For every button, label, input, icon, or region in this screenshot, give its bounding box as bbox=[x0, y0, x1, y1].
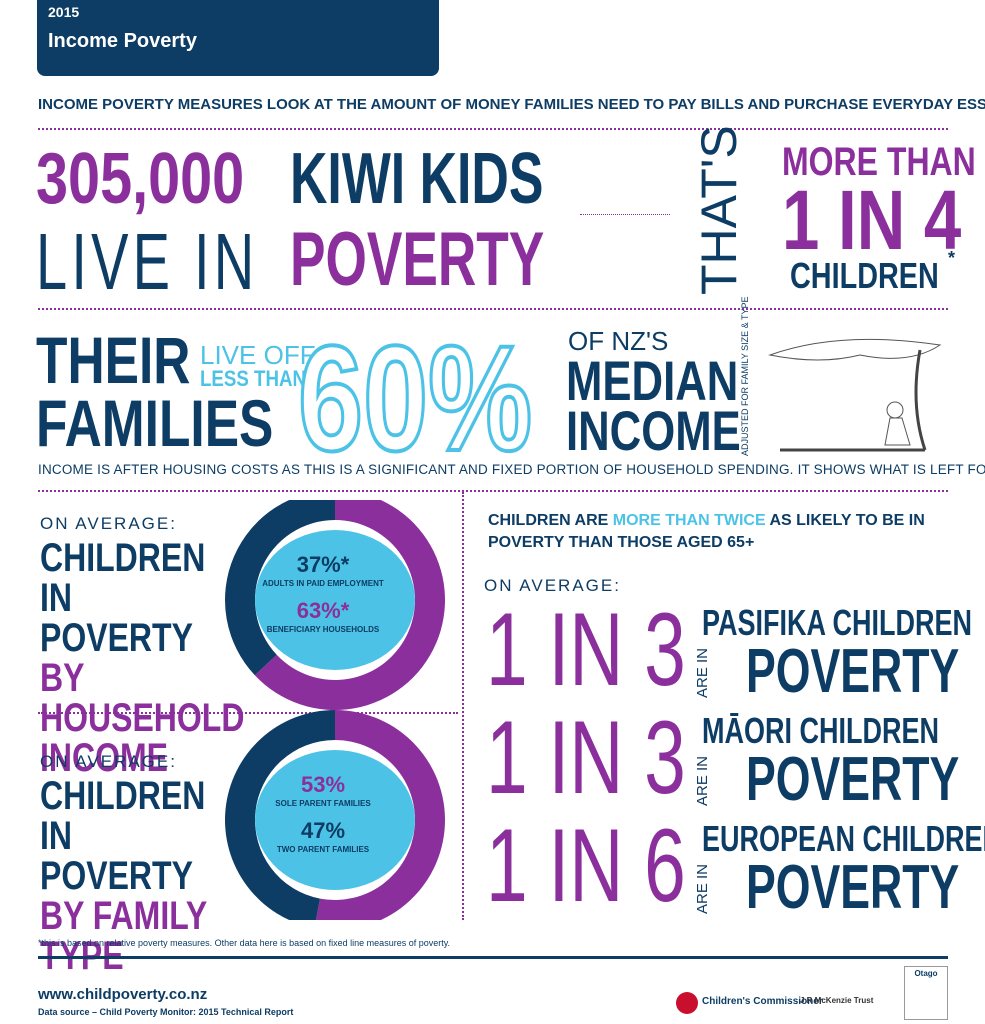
poverty: POVERTY bbox=[746, 853, 960, 922]
kiwi-kids: KIWI KIDS bbox=[290, 139, 544, 219]
are-in: ARE IN bbox=[694, 863, 711, 914]
title: BY bbox=[40, 894, 84, 938]
group: MĀORI CHILDREN bbox=[702, 710, 939, 751]
arrow bbox=[580, 214, 670, 215]
on-average: ON AVERAGE: bbox=[484, 576, 621, 595]
their: THEIR bbox=[36, 323, 191, 397]
poverty: POVERTY bbox=[290, 217, 545, 302]
divider bbox=[38, 490, 948, 492]
segment-percent: 53% bbox=[301, 772, 345, 797]
less-than: LESS THAN bbox=[200, 366, 306, 391]
families: FAMILIES bbox=[36, 386, 274, 460]
header-bar bbox=[37, 0, 439, 76]
more-than: MORE THAN bbox=[782, 140, 976, 184]
donut-segment bbox=[315, 710, 445, 920]
text: CHILDREN ARE bbox=[488, 512, 609, 529]
divider bbox=[462, 492, 464, 920]
logo: Otago bbox=[904, 966, 948, 1020]
group: EUROPEAN CHILDREN bbox=[702, 818, 985, 859]
donuts: 37%* ADULTS IN PAID EMPLOYMENT 63%* BENEFIC… bbox=[225, 500, 445, 920]
live-in: LIVE IN bbox=[36, 217, 259, 306]
income: INCOME bbox=[566, 399, 741, 462]
tree-illustration bbox=[768, 338, 942, 452]
of-nz: OF NZ'S bbox=[568, 326, 669, 356]
poverty: POVERTY bbox=[746, 745, 960, 814]
age-text: CHILDREN ARE MORE THAN TWICE AS LIKELY T… bbox=[488, 510, 958, 554]
household-title: CHILDREN IN POVERTY BY HOUSEHOLD INCOME bbox=[40, 536, 244, 778]
are-in: ARE IN bbox=[694, 755, 711, 806]
logo: Children's Commissioner bbox=[676, 992, 823, 1014]
live-off: LIVE OFF bbox=[200, 340, 316, 370]
donut-segment bbox=[254, 500, 445, 710]
median: MEDIAN bbox=[566, 349, 739, 412]
logo: J R McKenzie Trust bbox=[800, 996, 874, 1005]
thats: THAT'S bbox=[691, 125, 747, 295]
donut-center bbox=[255, 530, 415, 670]
text: MORE THAN TWICE bbox=[612, 512, 766, 529]
one-in-four: 1 IN 4 bbox=[782, 173, 962, 267]
segment-percent: 63%* bbox=[297, 598, 350, 623]
footnote: *this is based on relative poverty measu… bbox=[38, 938, 451, 948]
big-number: 305,000 bbox=[36, 139, 245, 219]
segment-label: SOLE PARENT FAMILIES bbox=[275, 799, 371, 808]
text: AS LIKELY TO BE IN POVERTY THAN THOSE AG… bbox=[488, 512, 925, 551]
are-in: ARE IN bbox=[694, 647, 711, 698]
segment-label: BENEFICIARY HOUSEHOLDS bbox=[267, 625, 380, 634]
ratio: 1 IN 3 bbox=[486, 700, 686, 816]
logo-text: Children's Commissioner bbox=[702, 996, 823, 1007]
on-average: ON AVERAGE: bbox=[40, 752, 177, 771]
donut-segment bbox=[225, 710, 335, 920]
segment-label: ADULTS IN PAID EMPLOYMENT bbox=[262, 579, 384, 588]
poverty: POVERTY bbox=[746, 637, 960, 706]
title: BY bbox=[40, 656, 84, 700]
asterisk: * bbox=[948, 248, 956, 268]
year: 2015 bbox=[48, 4, 80, 20]
adjusted-note: ADJUSTED FOR FAMILY SIZE & TYPE bbox=[740, 296, 750, 456]
children: CHILDREN bbox=[790, 255, 939, 296]
title: Income Poverty bbox=[48, 30, 197, 52]
ratio: 1 IN 3 bbox=[486, 592, 686, 708]
housing-note: Income is after housing costs as this is… bbox=[38, 462, 985, 477]
intro: Income poverty measures look at the amou… bbox=[38, 96, 985, 113]
title: CHILDREN IN POVERTY bbox=[40, 774, 206, 898]
ratio: 1 IN 6 bbox=[486, 808, 686, 924]
donut-center bbox=[255, 750, 415, 890]
source: Data source – Child Poverty Monitor: 201… bbox=[38, 1007, 294, 1017]
footer-rule bbox=[38, 956, 948, 959]
divider bbox=[38, 308, 948, 310]
url: www.childpoverty.co.nz bbox=[38, 986, 208, 1003]
title: CHILDREN IN POVERTY bbox=[40, 536, 206, 660]
divider bbox=[38, 128, 948, 130]
segment-percent: 47% bbox=[301, 818, 345, 843]
segment-label: TWO PARENT FAMILIES bbox=[277, 845, 370, 854]
sixty-percent: 60% bbox=[296, 312, 533, 484]
donut-segment bbox=[225, 500, 335, 676]
segment-percent: 37%* bbox=[297, 552, 350, 577]
group: PASIFIKA CHILDREN bbox=[702, 602, 972, 643]
title: HOUSEHOLD INCOME bbox=[40, 696, 245, 780]
divider bbox=[38, 712, 458, 714]
on-average: ON AVERAGE: bbox=[40, 514, 177, 533]
